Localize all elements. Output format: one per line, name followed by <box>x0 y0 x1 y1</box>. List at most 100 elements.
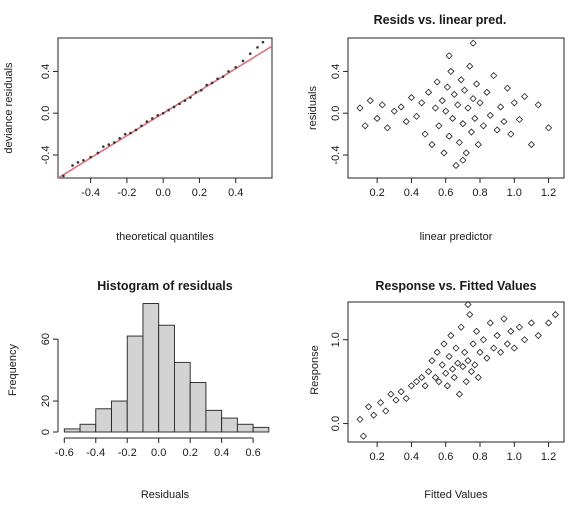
response-vs-fitted-point <box>471 361 479 369</box>
response-vs-fitted-point <box>402 394 410 402</box>
qq-point <box>172 105 176 109</box>
qq-point <box>62 174 65 178</box>
qq-point <box>145 120 149 123</box>
resid-vs-linpred-x-tick-label: 0.6 <box>438 187 453 199</box>
histogram-bar <box>142 303 160 433</box>
qq-point <box>140 124 143 128</box>
resid-vs-linpred-point <box>473 80 481 88</box>
response-vs-fitted-point <box>433 348 441 356</box>
qq-plot-x-label: theoretical quantiles <box>116 231 214 243</box>
resid-vs-linpred-point <box>407 93 415 102</box>
resid-vs-linpred-point <box>413 112 421 120</box>
response-vs-fitted-point <box>356 415 364 423</box>
response-vs-fitted-point <box>521 336 529 344</box>
response-vs-fitted-x-tick-label: 1.0 <box>507 451 522 463</box>
response-vs-fitted-point <box>476 348 484 356</box>
resid-vs-linpred-point <box>500 118 508 126</box>
resid-vs-linpred-point <box>469 39 477 47</box>
qq-plot-x-tick-label: 0.0 <box>156 187 171 199</box>
response-vs-fitted-point <box>464 357 472 365</box>
response-vs-fitted-point <box>467 368 475 376</box>
histogram-bar <box>158 324 175 433</box>
response-vs-fitted-point <box>510 344 518 352</box>
histogram-panel: Histogram of residuals -0.6 -0.4 -0.2 0.0 0.… <box>7 279 270 501</box>
response-vs-fitted-point <box>462 378 470 386</box>
qq-plot-y-tick-label: 0.4 <box>40 64 52 79</box>
resid-vs-linpred-point <box>545 124 553 132</box>
response-vs-fitted-x-tick-label: 0.4 <box>404 451 419 463</box>
resid-vs-linpred-point <box>476 99 484 107</box>
qq-plot-frame <box>57 37 273 179</box>
qq-point <box>134 128 138 132</box>
resid-vs-linpred-point <box>459 156 467 164</box>
resid-vs-linpred-point <box>462 149 470 157</box>
resid-vs-linpred-y-ticks: -0.4 0.0 0.4 <box>330 64 348 165</box>
qq-plot-x-tick-label: -0.2 <box>117 187 136 199</box>
resid-vs-linpred-point <box>493 126 501 134</box>
response-vs-fitted-point <box>445 352 453 361</box>
histogram-bar <box>205 409 223 433</box>
response-vs-fitted-point <box>392 396 400 404</box>
histogram-bar <box>221 417 238 433</box>
resid-vs-linpred-point <box>418 99 426 107</box>
qq-point <box>183 99 187 102</box>
response-vs-fitted-x-tick-label: 1.2 <box>541 451 556 463</box>
qq-point <box>129 131 132 135</box>
response-vs-fitted-y-ticks: 0.0 1.0 <box>330 332 348 431</box>
histogram-bar <box>111 400 128 433</box>
resid-vs-linpred-point <box>442 107 450 115</box>
qq-point <box>96 151 100 155</box>
response-vs-fitted-point <box>425 368 433 376</box>
resid-vs-linpred-y-tick-label: 0.0 <box>330 106 342 121</box>
resid-vs-linpred-y-tick-label: 0.4 <box>330 64 342 79</box>
response-vs-fitted-point <box>457 323 465 331</box>
response-vs-fitted-panel: Response vs. Fitted Values 0.2 0.4 0.6 0.8 1… <box>309 279 565 501</box>
response-vs-fitted-point <box>515 323 523 331</box>
resid-vs-linpred-x-tick-label: 0.8 <box>472 187 487 199</box>
qq-point <box>107 143 111 146</box>
resid-vs-linpred-point <box>356 104 364 112</box>
resid-vs-linpred-point <box>483 88 491 96</box>
qq-point <box>194 91 198 94</box>
resid-vs-linpred-point <box>383 124 391 132</box>
response-vs-fitted-point <box>421 382 429 390</box>
qq-point <box>205 83 209 87</box>
qq-plot-y-tick-label: 0.0 <box>40 106 52 121</box>
response-vs-fitted-point <box>469 340 477 348</box>
qq-point <box>112 141 116 144</box>
resid-vs-linpred-point <box>433 78 441 86</box>
response-vs-fitted-point <box>464 300 472 309</box>
response-vs-fitted-point <box>473 327 481 335</box>
qq-point <box>118 136 121 140</box>
response-vs-fitted-point <box>370 411 378 419</box>
resid-vs-linpred-x-tick-label: 1.0 <box>507 187 522 199</box>
response-vs-fitted-point <box>483 354 491 362</box>
qq-point <box>256 46 259 49</box>
response-vs-fitted-point <box>486 319 494 327</box>
qq-point <box>261 40 265 44</box>
response-vs-fitted-point <box>455 390 463 398</box>
resid-vs-linpred-point <box>450 90 458 98</box>
response-vs-fitted-x-tick-label: 0.6 <box>438 451 453 463</box>
resid-vs-linpred-point <box>503 84 511 92</box>
histogram-bar <box>95 408 112 433</box>
resid-vs-linpred-point <box>447 67 455 75</box>
resid-vs-linpred-point <box>466 62 474 70</box>
response-vs-fitted-point <box>450 373 458 382</box>
resid-vs-linpred-point <box>474 141 482 149</box>
histogram-bar <box>173 361 191 433</box>
resid-vs-linpred-point <box>449 114 457 123</box>
resid-vs-linpred-y-tick-label: -0.4 <box>330 146 342 165</box>
qq-point <box>199 88 203 92</box>
histogram-x-tick-label: -0.2 <box>118 447 137 459</box>
resid-vs-linpred-point <box>461 86 469 94</box>
response-vs-fitted-point <box>507 327 515 335</box>
response-vs-fitted-x-tick-label: 0.2 <box>369 451 384 463</box>
response-vs-fitted-point <box>490 344 498 352</box>
resid-vs-linpred-point <box>469 95 477 103</box>
qq-point <box>241 59 245 63</box>
qq-plot-x-tick-label: 0.2 <box>192 187 207 199</box>
resid-vs-linpred-point <box>490 72 498 80</box>
resid-vs-linpred-point <box>397 103 405 111</box>
